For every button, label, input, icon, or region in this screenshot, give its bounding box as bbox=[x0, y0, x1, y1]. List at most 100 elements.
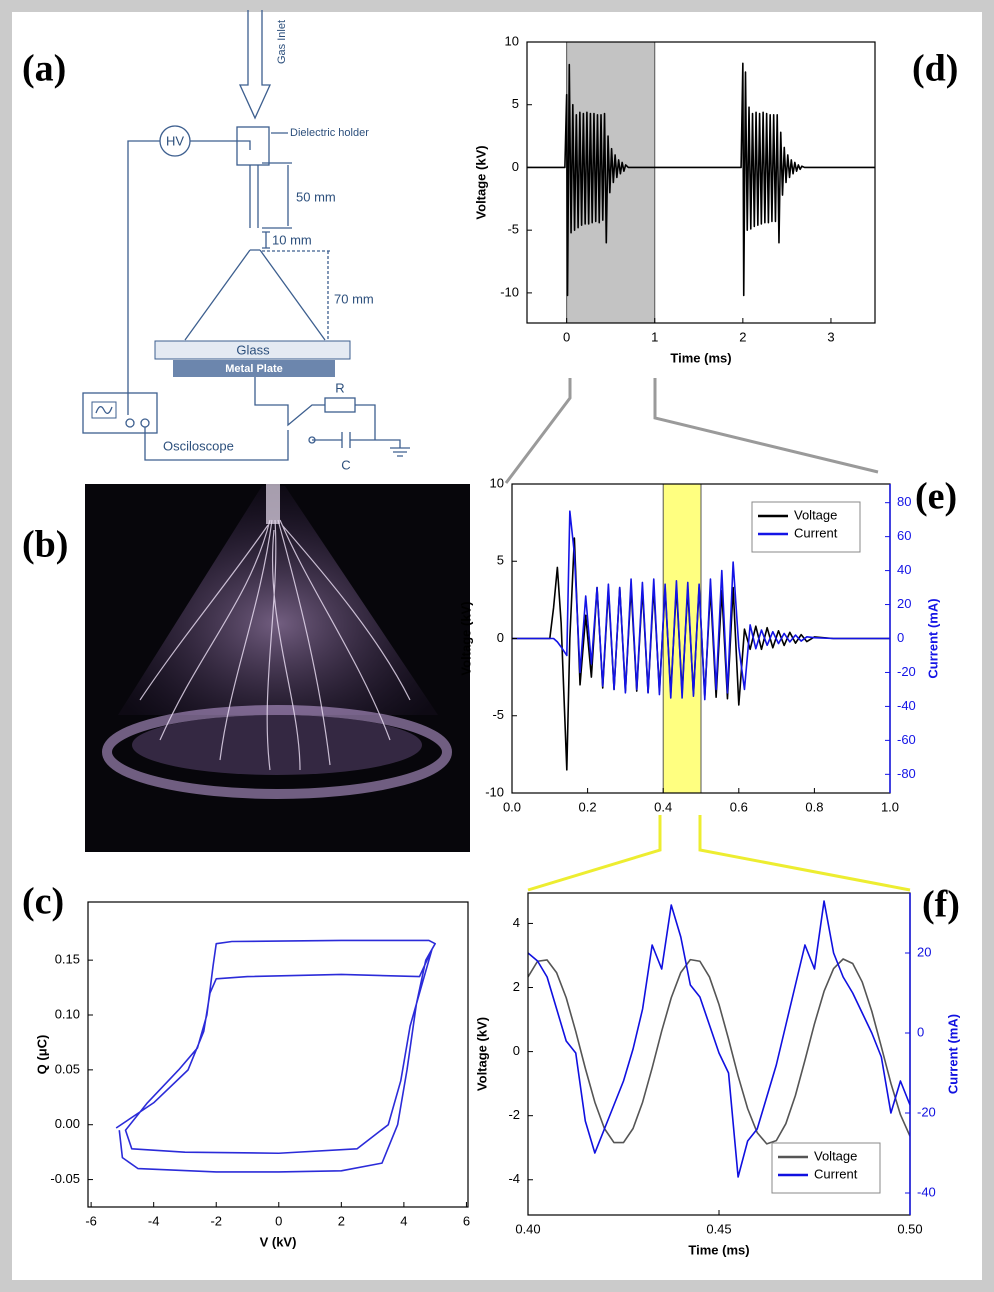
y-axis-label: Voltage (kV) bbox=[458, 601, 473, 675]
legend-label: Current bbox=[814, 1166, 858, 1181]
holder bbox=[236, 126, 270, 166]
y2-tick-label: -80 bbox=[897, 766, 916, 781]
streamers bbox=[139, 519, 411, 771]
y2-tick-label: 20 bbox=[897, 596, 911, 611]
y2-tick-label: 0 bbox=[897, 630, 904, 645]
y2-tick-label: 20 bbox=[917, 944, 931, 959]
x-tick-label: 3 bbox=[827, 329, 834, 344]
dim-label: 70 mm bbox=[334, 291, 374, 306]
y-tick-label: -10 bbox=[500, 284, 519, 299]
y2-tick-label: 60 bbox=[897, 528, 911, 543]
y2-axis-label: Current (mA) bbox=[925, 598, 940, 678]
legend-box bbox=[751, 501, 861, 553]
x-axis-label: Time (ms) bbox=[688, 1242, 749, 1257]
gas-arrow bbox=[238, 10, 272, 120]
y-axis-label: Voltage (kV) bbox=[474, 1017, 489, 1091]
y-tick-label: 10 bbox=[505, 33, 519, 48]
y-axis-label: Voltage (kV) bbox=[473, 145, 488, 219]
scope-label: Osciloscope bbox=[163, 438, 234, 453]
zoom-connector bbox=[504, 378, 879, 484]
y2-tick-label: -20 bbox=[917, 1104, 936, 1119]
terminal bbox=[308, 436, 316, 444]
legend-box bbox=[771, 1142, 881, 1194]
x-tick-label: 4 bbox=[400, 1213, 407, 1228]
x-tick-label: -2 bbox=[210, 1213, 222, 1228]
legend-label: Current bbox=[794, 525, 838, 540]
r-label: R bbox=[335, 380, 344, 395]
y-tick-label: 4 bbox=[513, 915, 520, 930]
y-tick-label: -0.05 bbox=[50, 1171, 80, 1186]
x-tick-label: 1.0 bbox=[881, 799, 899, 814]
wire bbox=[127, 140, 251, 415]
y-tick-label: -5 bbox=[507, 222, 519, 237]
x-tick-label: 0 bbox=[275, 1213, 282, 1228]
series-line bbox=[528, 900, 910, 1178]
panel-label: (a) bbox=[22, 48, 66, 90]
y-tick-label: 0 bbox=[513, 1043, 520, 1058]
circuit bbox=[144, 377, 410, 461]
y-tick-label: -4 bbox=[508, 1171, 520, 1186]
panel-label: (d) bbox=[912, 48, 958, 90]
y-tick-label: 5 bbox=[512, 96, 519, 111]
plot-area bbox=[115, 939, 436, 1173]
gap-mark bbox=[262, 231, 270, 249]
panel-label: (e) bbox=[915, 476, 957, 518]
tube-glow bbox=[266, 484, 280, 524]
series-line bbox=[528, 958, 910, 1145]
x-tick-label: 2 bbox=[338, 1213, 345, 1228]
y-tick-label: -10 bbox=[485, 784, 504, 799]
y2-tick-label: 40 bbox=[897, 562, 911, 577]
c-label: C bbox=[341, 457, 350, 472]
x-tick-label: 0.4 bbox=[654, 799, 672, 814]
series-line bbox=[527, 62, 875, 297]
dim-line bbox=[262, 250, 330, 340]
highlight bbox=[662, 484, 702, 793]
x-tick-label: 0.6 bbox=[730, 799, 748, 814]
y-tick-label: 0.05 bbox=[55, 1061, 80, 1076]
plot-area bbox=[528, 900, 910, 1178]
legend-label: Voltage bbox=[794, 507, 837, 522]
panel-label: (f) bbox=[922, 884, 960, 926]
wave-icon bbox=[95, 406, 113, 414]
y-tick-label: 0.15 bbox=[55, 952, 80, 967]
y2-tick-label: -20 bbox=[897, 664, 916, 679]
y-tick-label: 0.10 bbox=[55, 1006, 80, 1021]
base-glow bbox=[132, 715, 422, 775]
x-tick-label: 2 bbox=[739, 329, 746, 344]
y-tick-label: 2 bbox=[513, 979, 520, 994]
plot-frame bbox=[87, 901, 469, 1208]
y2-tick-label: -40 bbox=[917, 1184, 936, 1199]
y-axis-label: Q (μC) bbox=[34, 1035, 49, 1075]
x-tick-label: 0 bbox=[563, 329, 570, 344]
base-glow bbox=[102, 705, 452, 799]
x-tick-label: 0.50 bbox=[897, 1221, 922, 1236]
glass bbox=[154, 340, 351, 360]
panel-label: (c) bbox=[22, 881, 64, 923]
resistor bbox=[324, 397, 356, 413]
x-tick-label: -4 bbox=[148, 1213, 160, 1228]
panel-label: (b) bbox=[22, 524, 68, 566]
y2-tick-label: -60 bbox=[897, 732, 916, 747]
x-tick-label: 6 bbox=[463, 1213, 470, 1228]
y2-tick-label: -40 bbox=[897, 698, 916, 713]
x-tick-label: 0.0 bbox=[503, 799, 521, 814]
metal-plate bbox=[173, 360, 335, 377]
plot-area bbox=[512, 484, 890, 793]
x-tick-label: 1 bbox=[651, 329, 658, 344]
y2-tick-label: 0 bbox=[917, 1024, 924, 1039]
plot-frame bbox=[526, 41, 876, 324]
schematic: Gas Inlet Dielectric holder HV 50 mm 10 … bbox=[82, 10, 410, 472]
tube bbox=[249, 162, 292, 229]
zoom-connector bbox=[527, 815, 911, 892]
hv-label: HV bbox=[166, 133, 184, 148]
x-tick-label: 0.40 bbox=[515, 1221, 540, 1236]
dim-label: 10 mm bbox=[272, 232, 312, 247]
photo bbox=[85, 484, 470, 852]
x-axis-label: V (kV) bbox=[260, 1234, 297, 1249]
cone bbox=[184, 249, 326, 341]
x-tick-label: 0.2 bbox=[579, 799, 597, 814]
holder-label: Dielectric holder bbox=[290, 127, 369, 139]
y-tick-label: -2 bbox=[508, 1107, 520, 1122]
x-axis-label: Time (ms) bbox=[670, 350, 731, 365]
